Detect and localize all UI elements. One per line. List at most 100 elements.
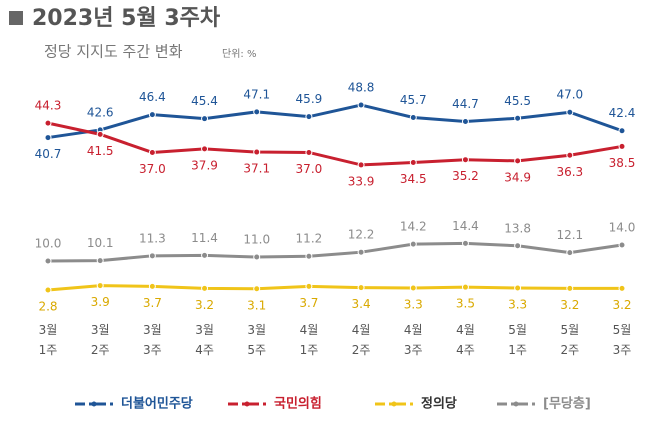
data-label: 3.2 — [560, 298, 579, 312]
data-point — [148, 111, 156, 119]
data-label: 44.7 — [452, 97, 479, 111]
x-tick-line: 2주 — [560, 343, 579, 357]
data-label: 48.8 — [348, 81, 375, 95]
legend-label: 국민의힘 — [274, 396, 322, 412]
data-label: 34.9 — [504, 170, 531, 184]
unit-note: 단위: % — [222, 47, 256, 60]
x-tick-line: 3주 — [613, 343, 632, 357]
title-icon — [9, 11, 23, 25]
data-point — [357, 248, 365, 256]
x-tick-line: 3월 — [247, 323, 266, 337]
data-point — [201, 145, 209, 153]
data-label: 44.3 — [35, 99, 62, 113]
data-point — [305, 113, 313, 121]
x-tick-line: 4월 — [300, 323, 319, 337]
data-point — [461, 239, 469, 247]
data-point — [201, 115, 209, 123]
data-label: 37.9 — [191, 158, 218, 172]
data-label: 14.0 — [609, 220, 636, 234]
data-label: 45.7 — [400, 93, 427, 107]
data-point — [305, 282, 313, 290]
data-point — [148, 282, 156, 290]
data-label: 35.2 — [452, 169, 479, 183]
data-point — [201, 284, 209, 292]
chart-subtitle: 정당 지지도 주간 변화 — [44, 43, 183, 61]
x-tick-line: 3월 — [195, 323, 214, 337]
x-tick-line: 3주 — [404, 343, 423, 357]
x-tick-line: 5월 — [508, 323, 527, 337]
data-point — [305, 148, 313, 156]
data-point — [514, 157, 522, 165]
data-label: 3.2 — [612, 298, 631, 312]
data-point — [566, 151, 574, 159]
data-label: 42.4 — [609, 106, 636, 120]
x-tick-line: 5월 — [613, 323, 632, 337]
data-label: 47.1 — [243, 87, 270, 101]
x-tick-label: 5월 2주 — [560, 323, 579, 357]
data-point — [566, 108, 574, 116]
data-label: 34.5 — [400, 172, 427, 186]
data-point — [357, 101, 365, 109]
series-line — [47, 241, 623, 263]
data-point — [409, 240, 417, 248]
legend-dot — [91, 401, 97, 407]
data-point — [461, 156, 469, 164]
data-point — [148, 252, 156, 260]
x-tick-label: 3월 5주 — [247, 323, 266, 357]
legend-dot — [513, 401, 519, 407]
data-point — [357, 284, 365, 292]
data-label: 3.3 — [508, 297, 527, 311]
data-point — [148, 148, 156, 156]
data-point — [253, 285, 261, 293]
data-point — [44, 257, 52, 265]
data-label: 11.2 — [296, 232, 323, 246]
data-label: 33.9 — [348, 174, 375, 188]
data-point — [461, 283, 469, 291]
x-tick-line: 4월 — [404, 323, 423, 337]
data-point — [566, 284, 574, 292]
data-label: 42.6 — [87, 105, 114, 119]
x-tick-line: 2주 — [352, 343, 371, 357]
x-tick-line: 3월 — [39, 323, 58, 337]
data-label: 37.0 — [296, 162, 323, 176]
data-label: 36.3 — [556, 165, 583, 179]
x-tick-line: 1주 — [39, 343, 58, 357]
legend-label: 더불어민주당 — [121, 396, 193, 412]
x-tick-label: 4월 1주 — [300, 323, 319, 357]
data-point — [357, 161, 365, 169]
x-tick-label: 5월 3주 — [613, 323, 632, 357]
data-label: 40.7 — [35, 147, 62, 161]
data-label: 3.7 — [143, 296, 162, 310]
data-point — [96, 130, 104, 138]
x-tick-label: 4월 3주 — [404, 323, 423, 357]
data-point — [409, 284, 417, 292]
data-label: 14.4 — [452, 219, 479, 233]
data-label: 41.5 — [87, 144, 114, 158]
legend-dot — [391, 401, 397, 407]
data-label: 45.9 — [296, 92, 323, 106]
x-tick-label: 4월 2주 — [352, 323, 371, 357]
data-point — [461, 117, 469, 125]
x-tick-line: 3월 — [143, 323, 162, 337]
x-tick-line: 4월 — [352, 323, 371, 337]
data-point — [96, 257, 104, 265]
data-point — [253, 148, 261, 156]
data-point — [44, 286, 52, 294]
data-point — [618, 142, 626, 150]
legend: 더불어민주당 국민의힘 정의당 [무당층] — [75, 396, 591, 412]
x-tick-line: 2주 — [91, 343, 110, 357]
data-point — [566, 249, 574, 257]
x-tick-line: 4월 — [456, 323, 475, 337]
data-point — [44, 134, 52, 142]
data-point — [96, 282, 104, 290]
data-point — [514, 114, 522, 122]
data-point — [618, 127, 626, 135]
legend-label: [무당층] — [543, 396, 591, 412]
data-label: 13.8 — [504, 221, 531, 235]
data-point — [618, 284, 626, 292]
data-point — [44, 119, 52, 127]
data-label: 3.9 — [91, 295, 110, 309]
data-point — [201, 251, 209, 259]
x-tick-line: 4주 — [456, 343, 475, 357]
